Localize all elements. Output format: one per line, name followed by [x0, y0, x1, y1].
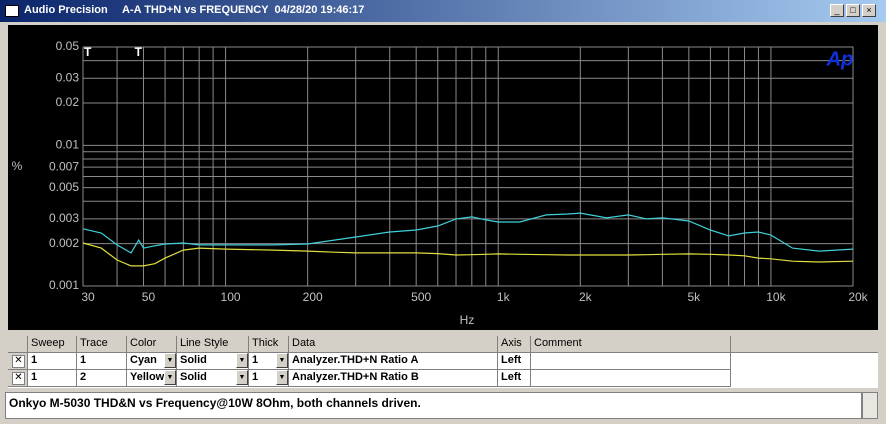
graph-background	[8, 25, 878, 330]
dropdown-button[interactable]: ▼	[276, 370, 288, 385]
x-tick-label: 2k	[579, 290, 593, 304]
dropdown-button[interactable]: ▼	[236, 370, 248, 385]
row-checkbox[interactable]: ✕	[8, 353, 28, 370]
ap-logo: Ap	[826, 48, 854, 70]
scrollbar[interactable]	[862, 392, 878, 419]
x-tick-label: 5k	[687, 290, 701, 304]
table-cell[interactable]: 1	[28, 370, 77, 387]
dropdown-button[interactable]: ▼	[276, 353, 288, 368]
graph: 0.05 0.03 0.02 0.01 0.007 0.005 0.003 0.002 0.00…	[8, 25, 878, 330]
comment-box[interactable]: Onkyo M-5030 THD&N vs Frequency@10W 8Ohm…	[5, 392, 862, 419]
column-header: Comment	[531, 336, 731, 353]
dropdown-button[interactable]: ▼	[164, 370, 176, 385]
y-tick-label: 0.002	[49, 236, 79, 250]
table-cell[interactable]: 1	[28, 353, 77, 370]
column-header: Color	[127, 336, 177, 353]
x-tick-label: 30	[81, 290, 95, 304]
marker-label: T	[135, 45, 143, 59]
column-header: Data	[289, 336, 498, 353]
column-header: Thick	[249, 336, 289, 353]
maximize-button[interactable]: □	[846, 4, 860, 17]
window-title: A-A THD+N vs FREQUENCY 04/28/20 19:46:17	[122, 4, 365, 16]
y-tick-label: 0.003	[49, 211, 79, 225]
marker-label: T	[84, 45, 92, 59]
trace-line	[82, 242, 854, 267]
table-cell[interactable]	[531, 370, 731, 387]
minimize-button[interactable]: _	[830, 4, 844, 17]
dropdown-button[interactable]: ▼	[236, 353, 248, 368]
y-axis-label: %	[12, 159, 23, 173]
table-cell[interactable]: Solid	[177, 370, 249, 387]
table-cell[interactable]: Left	[498, 370, 531, 387]
column-header: Axis	[498, 336, 531, 353]
table-cell[interactable]: Left	[498, 353, 531, 370]
trace-line	[82, 212, 854, 254]
column-header: Line Style	[177, 336, 249, 353]
app-name: Audio Precision	[24, 4, 108, 16]
trace-table: Sweep Trace Color Line Style Thick Data Axis Co…	[8, 336, 878, 388]
column-header: Sweep	[28, 336, 77, 353]
y-tick-label: 0.007	[49, 159, 79, 173]
table-cell[interactable]: 1	[77, 353, 127, 370]
y-tick-label: 0.001	[49, 278, 79, 292]
app-icon	[5, 5, 19, 17]
x-axis-label: Hz	[460, 313, 475, 327]
y-tick-label: 0.03	[56, 70, 80, 84]
close-button[interactable]: ×	[862, 4, 876, 17]
x-tick-label: 100	[221, 290, 241, 304]
y-tick-label: 0.005	[49, 180, 79, 194]
x-tick-label: 200	[303, 290, 323, 304]
table-cell[interactable]: Analyzer.THD+N Ratio A	[289, 353, 498, 370]
y-tick-label: 0.02	[56, 95, 80, 109]
title-bar: Audio Precision A-A THD+N vs FREQUENCY 0…	[0, 0, 886, 22]
table-cell[interactable]	[531, 353, 731, 370]
header-corner	[8, 336, 28, 353]
dropdown-button[interactable]: ▼	[164, 353, 176, 368]
y-tick-label: 0.05	[56, 39, 80, 53]
header-filler	[731, 336, 878, 353]
x-tick-label: 50	[142, 290, 156, 304]
column-header: Trace	[77, 336, 127, 353]
table-cell[interactable]: 2	[77, 370, 127, 387]
row-checkbox[interactable]: ✕	[8, 370, 28, 387]
y-tick-label: 0.01	[56, 137, 80, 151]
table-cell[interactable]: Analyzer.THD+N Ratio B	[289, 370, 498, 387]
x-tick-label: 500	[411, 290, 431, 304]
x-tick-label: 1k	[497, 290, 511, 304]
x-tick-label: 10k	[766, 290, 786, 304]
table-cell[interactable]: Solid	[177, 353, 249, 370]
x-tick-label: 20k	[848, 290, 868, 304]
